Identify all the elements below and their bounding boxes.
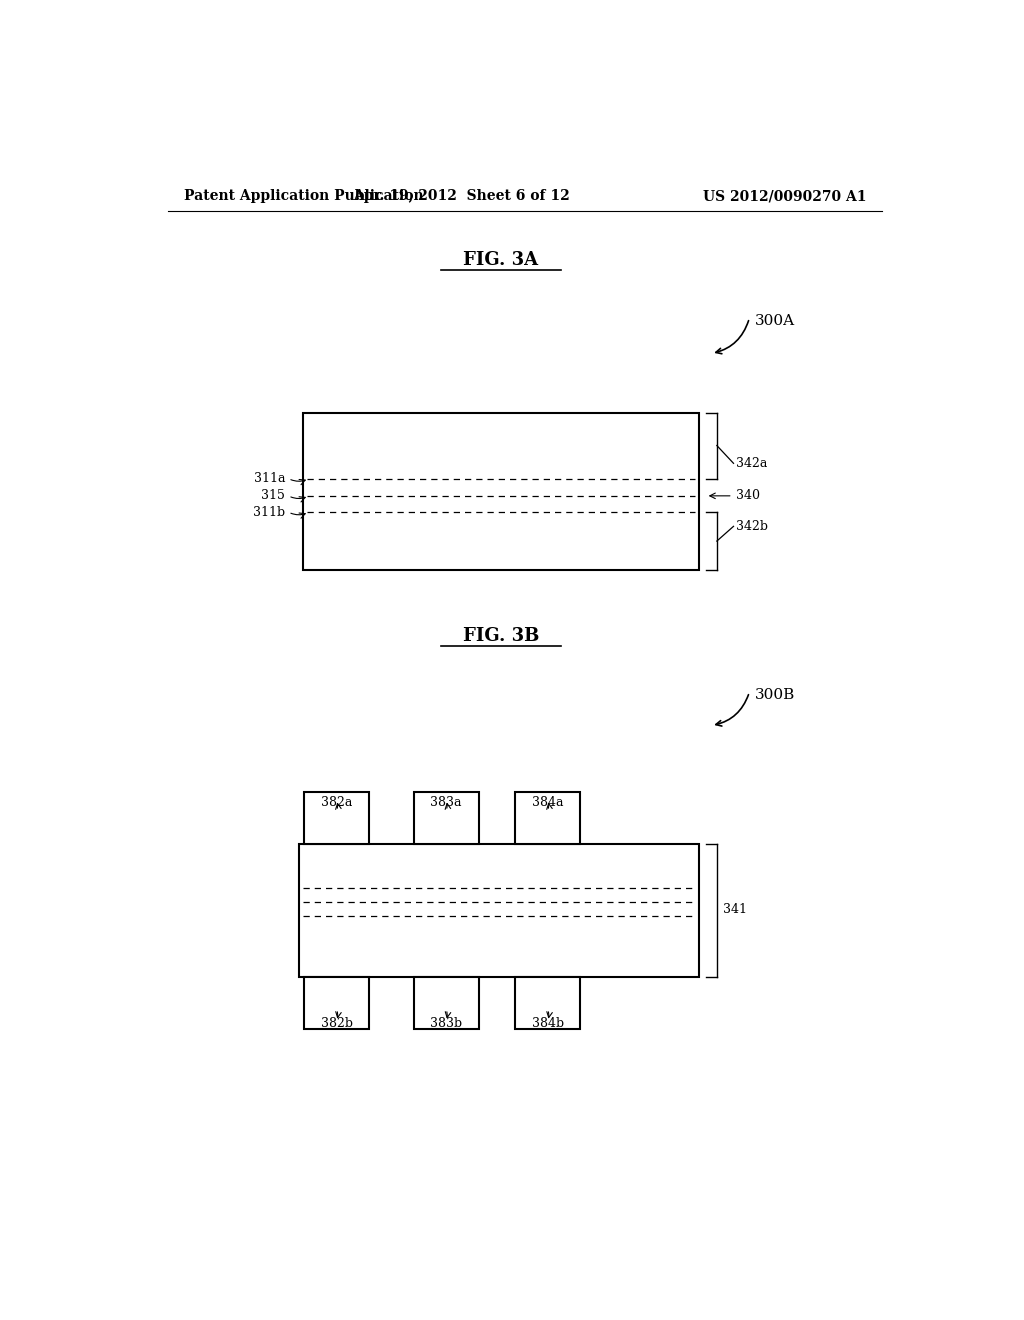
Text: 384b: 384b bbox=[531, 1018, 564, 1030]
Text: 342a: 342a bbox=[736, 457, 767, 470]
Text: FIG. 3A: FIG. 3A bbox=[464, 251, 539, 269]
Text: 315: 315 bbox=[261, 490, 285, 503]
Bar bbox=[304, 792, 370, 845]
Text: FIG. 3B: FIG. 3B bbox=[463, 627, 540, 645]
Text: 300A: 300A bbox=[755, 314, 795, 329]
Bar bbox=[299, 845, 699, 977]
Text: 340: 340 bbox=[736, 490, 760, 503]
Text: 383a: 383a bbox=[430, 796, 462, 809]
Text: 342b: 342b bbox=[736, 520, 768, 533]
Text: 384a: 384a bbox=[532, 796, 563, 809]
Text: 311a: 311a bbox=[254, 473, 285, 484]
Text: 341: 341 bbox=[723, 903, 748, 916]
Text: 382a: 382a bbox=[322, 796, 352, 809]
Text: 311b: 311b bbox=[253, 506, 285, 519]
Bar bbox=[303, 413, 699, 570]
Text: Apr. 19, 2012  Sheet 6 of 12: Apr. 19, 2012 Sheet 6 of 12 bbox=[353, 189, 569, 203]
Text: Patent Application Publication: Patent Application Publication bbox=[183, 189, 423, 203]
Text: 383b: 383b bbox=[430, 1018, 462, 1030]
Bar bbox=[414, 977, 479, 1030]
Bar bbox=[515, 977, 581, 1030]
Bar bbox=[515, 792, 581, 845]
Text: 382b: 382b bbox=[321, 1018, 352, 1030]
Bar bbox=[414, 792, 479, 845]
Text: 300B: 300B bbox=[755, 688, 796, 702]
Text: US 2012/0090270 A1: US 2012/0090270 A1 bbox=[702, 189, 866, 203]
Bar bbox=[304, 977, 370, 1030]
